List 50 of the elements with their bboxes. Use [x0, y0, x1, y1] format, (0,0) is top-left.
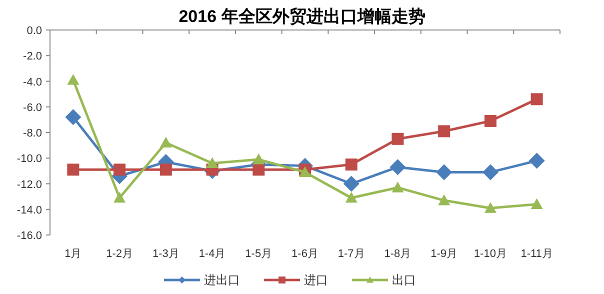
point — [484, 114, 496, 127]
point — [252, 164, 265, 176]
chart-title: 2016 年全区外贸进出口增幅走势 — [178, 7, 426, 26]
x-tick-label: 1-6月 — [292, 248, 318, 260]
point — [530, 198, 543, 210]
legend-label: 进出口 — [204, 273, 240, 287]
point — [252, 153, 265, 164]
point — [206, 157, 218, 168]
point — [114, 192, 126, 203]
legend-label: 进口 — [304, 273, 328, 287]
y-tick-label: -4.0 — [23, 76, 42, 88]
x-tick-label: 1-7月 — [338, 248, 365, 260]
point — [160, 164, 172, 176]
point — [345, 192, 358, 203]
point — [392, 132, 404, 145]
point — [67, 164, 80, 176]
point — [438, 194, 450, 206]
x-tick-label: 1-11月 — [520, 248, 553, 260]
point — [436, 164, 452, 180]
x-tick-label: 1-10月 — [474, 248, 507, 260]
y-tick-label: -12.0 — [16, 178, 42, 191]
y-tick-label: -8.0 — [23, 128, 42, 140]
x-tick-label: 1-3月 — [152, 248, 180, 260]
point — [482, 164, 498, 180]
y-tick-label: -14.0 — [16, 204, 42, 216]
point — [299, 166, 311, 178]
point — [160, 136, 172, 148]
point — [114, 164, 126, 176]
x-tick-label: 1-2月 — [106, 248, 133, 260]
point — [343, 176, 360, 192]
point — [528, 152, 545, 169]
x-tick-label: 1-8月 — [384, 248, 412, 260]
legend-label: 出口 — [392, 273, 416, 287]
point — [390, 159, 406, 176]
point — [438, 125, 450, 138]
point — [65, 109, 82, 126]
y-tick-label: -2.0 — [23, 50, 42, 63]
y-tick-label: -6.0 — [23, 102, 42, 114]
x-tick-label: 1-9月 — [430, 248, 458, 260]
point — [67, 74, 80, 85]
x-tick-label: 1月 — [64, 248, 82, 260]
point — [392, 182, 404, 192]
x-tick-label: 1-4月 — [198, 248, 226, 260]
x-tick-label: 1-5月 — [245, 248, 272, 260]
point — [530, 93, 543, 106]
point — [484, 202, 496, 213]
y-tick-label: -10.0 — [16, 153, 42, 166]
point — [345, 158, 358, 171]
y-tick-label: 0.0 — [26, 25, 42, 37]
y-tick-label: -16.0 — [16, 230, 42, 242]
